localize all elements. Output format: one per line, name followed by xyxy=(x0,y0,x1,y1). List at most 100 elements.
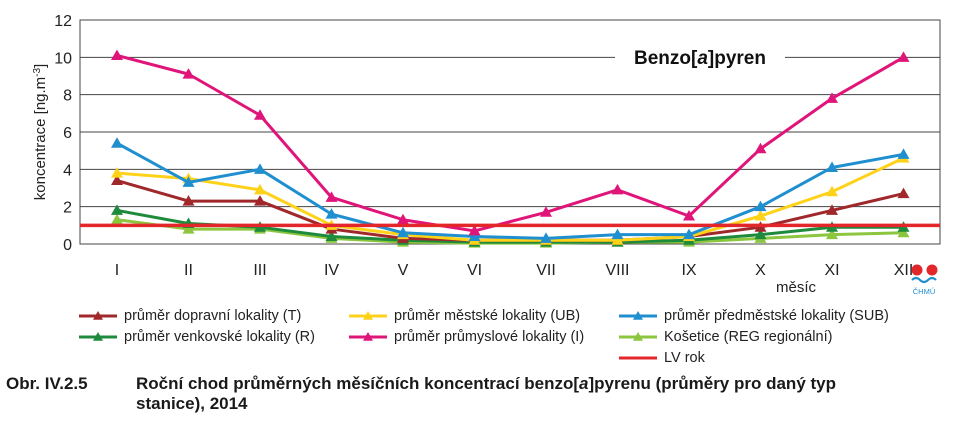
caption-text-italic: a xyxy=(579,374,589,393)
legend-swatch-marker xyxy=(633,332,643,341)
legend-swatch-marker xyxy=(363,311,373,320)
caption-text-post: ]pyrenu (průměry pro daný typ xyxy=(588,374,836,393)
legend-label: průměr předměstské lokality (SUB) xyxy=(664,308,889,324)
legend: průměr dopravní lokality (T) průměr městs… xyxy=(78,307,958,369)
data-point xyxy=(826,161,838,172)
x-tick-label: XI xyxy=(824,262,839,279)
series-2 xyxy=(111,137,910,243)
legend-swatch xyxy=(619,332,657,341)
data-point xyxy=(325,230,338,242)
data-point xyxy=(540,232,552,243)
legend-swatch-marker xyxy=(633,311,643,320)
caption-line-2: stanice), 2014 xyxy=(136,394,248,413)
data-point xyxy=(397,226,409,238)
x-tick-label: I xyxy=(115,262,119,279)
data-point xyxy=(897,226,910,238)
series-4 xyxy=(111,49,910,236)
y-tick-label: 12 xyxy=(54,13,72,30)
data-point xyxy=(754,210,767,221)
data-point xyxy=(182,223,195,234)
legend-item: průměr městské lokality (UB) xyxy=(348,307,580,325)
legend-item: průměr předměstské lokality (SUB) xyxy=(618,307,889,325)
logo-dot-left xyxy=(911,264,923,276)
data-point xyxy=(754,200,767,212)
y-axis-label: koncentrace [ng.m-3] xyxy=(32,64,49,200)
data-point xyxy=(754,142,767,154)
legend-item: LV rok xyxy=(618,349,705,367)
y-tick-label: 4 xyxy=(63,162,72,179)
x-tick-label: VII xyxy=(536,262,556,279)
data-point xyxy=(397,213,409,225)
data-point xyxy=(254,109,266,120)
data-point xyxy=(254,195,266,206)
x-tick-label: VIII xyxy=(605,262,629,279)
legend-label: průměr venkovské lokality (R) xyxy=(124,329,315,345)
data-point xyxy=(182,68,195,79)
y-tick-label: 0 xyxy=(63,237,72,254)
data-point xyxy=(254,183,266,195)
title-background xyxy=(615,40,785,74)
legend-swatch-marker xyxy=(93,332,103,341)
x-axis-label: měsíc xyxy=(776,279,817,296)
data-point xyxy=(683,210,695,221)
logo-dot-right xyxy=(926,264,938,276)
data-point xyxy=(325,191,338,202)
legend-item: Košetice (REG regionální) xyxy=(618,328,832,346)
logo-wave xyxy=(911,276,937,284)
data-point xyxy=(683,228,695,240)
x-tick-label: IV xyxy=(324,262,339,279)
data-point xyxy=(826,185,838,197)
data-point xyxy=(468,224,481,236)
y-tick-label: 8 xyxy=(63,88,72,105)
series-line xyxy=(116,54,905,233)
data-point xyxy=(111,167,123,178)
legend-item: průměr venkovské lokality (R) xyxy=(78,328,315,346)
figure-caption: Obr. IV.2.5 Roční chod průměrných měsíční… xyxy=(6,374,971,414)
data-point xyxy=(540,206,552,217)
series-line xyxy=(116,156,905,242)
x-tick-label: II xyxy=(184,262,193,279)
caption-text-pre: Roční chod průměrných měsíčních koncentr… xyxy=(136,374,580,393)
x-tick-label: V xyxy=(398,262,409,279)
legend-label: průměr městské lokality (UB) xyxy=(394,308,581,324)
data-point xyxy=(897,51,910,62)
data-point xyxy=(897,187,910,199)
data-point xyxy=(111,49,123,60)
legend-label: průměr dopravní lokality (T) xyxy=(124,308,302,324)
legend-item: průměr dopravní lokality (T) xyxy=(78,307,301,325)
data-point xyxy=(826,204,838,215)
x-tick-label: III xyxy=(253,262,266,279)
logo-text: ČHMÚ xyxy=(913,287,936,296)
data-point xyxy=(611,183,624,195)
legend-label: LV rok xyxy=(664,350,705,366)
data-point xyxy=(897,148,910,159)
legend-item: průměr průmyslové lokality (I) xyxy=(348,328,584,346)
data-point xyxy=(111,204,123,215)
legend-swatch xyxy=(619,356,657,360)
series-line xyxy=(116,141,904,240)
y-tick-label: 10 xyxy=(54,50,72,67)
data-point xyxy=(254,163,266,174)
data-point xyxy=(182,176,195,187)
y-tick-label: 2 xyxy=(63,200,72,217)
caption-line-1: Obr. IV.2.5 Roční chod průměrných měsíční… xyxy=(6,374,971,394)
data-point xyxy=(468,230,481,242)
data-point xyxy=(111,137,123,148)
data-point xyxy=(611,234,624,245)
legend-swatch xyxy=(79,311,117,320)
legend-swatch xyxy=(619,311,657,320)
data-point xyxy=(754,228,767,240)
data-point xyxy=(826,228,838,240)
data-point xyxy=(611,228,624,240)
data-point xyxy=(325,208,338,219)
legend-label: Košetice (REG regionální) xyxy=(664,329,833,345)
caption-number: Obr. IV.2.5 xyxy=(6,374,88,393)
x-tick-label: IX xyxy=(681,262,696,279)
chmu-logo: ČHMÚ xyxy=(908,262,944,298)
data-point xyxy=(826,92,838,103)
legend-label: průměr průmyslové lokality (I) xyxy=(394,329,585,345)
legend-swatch xyxy=(349,332,387,341)
y-tick-label: 6 xyxy=(63,125,72,142)
chart-title: Benzo[a]pyren xyxy=(634,48,766,69)
